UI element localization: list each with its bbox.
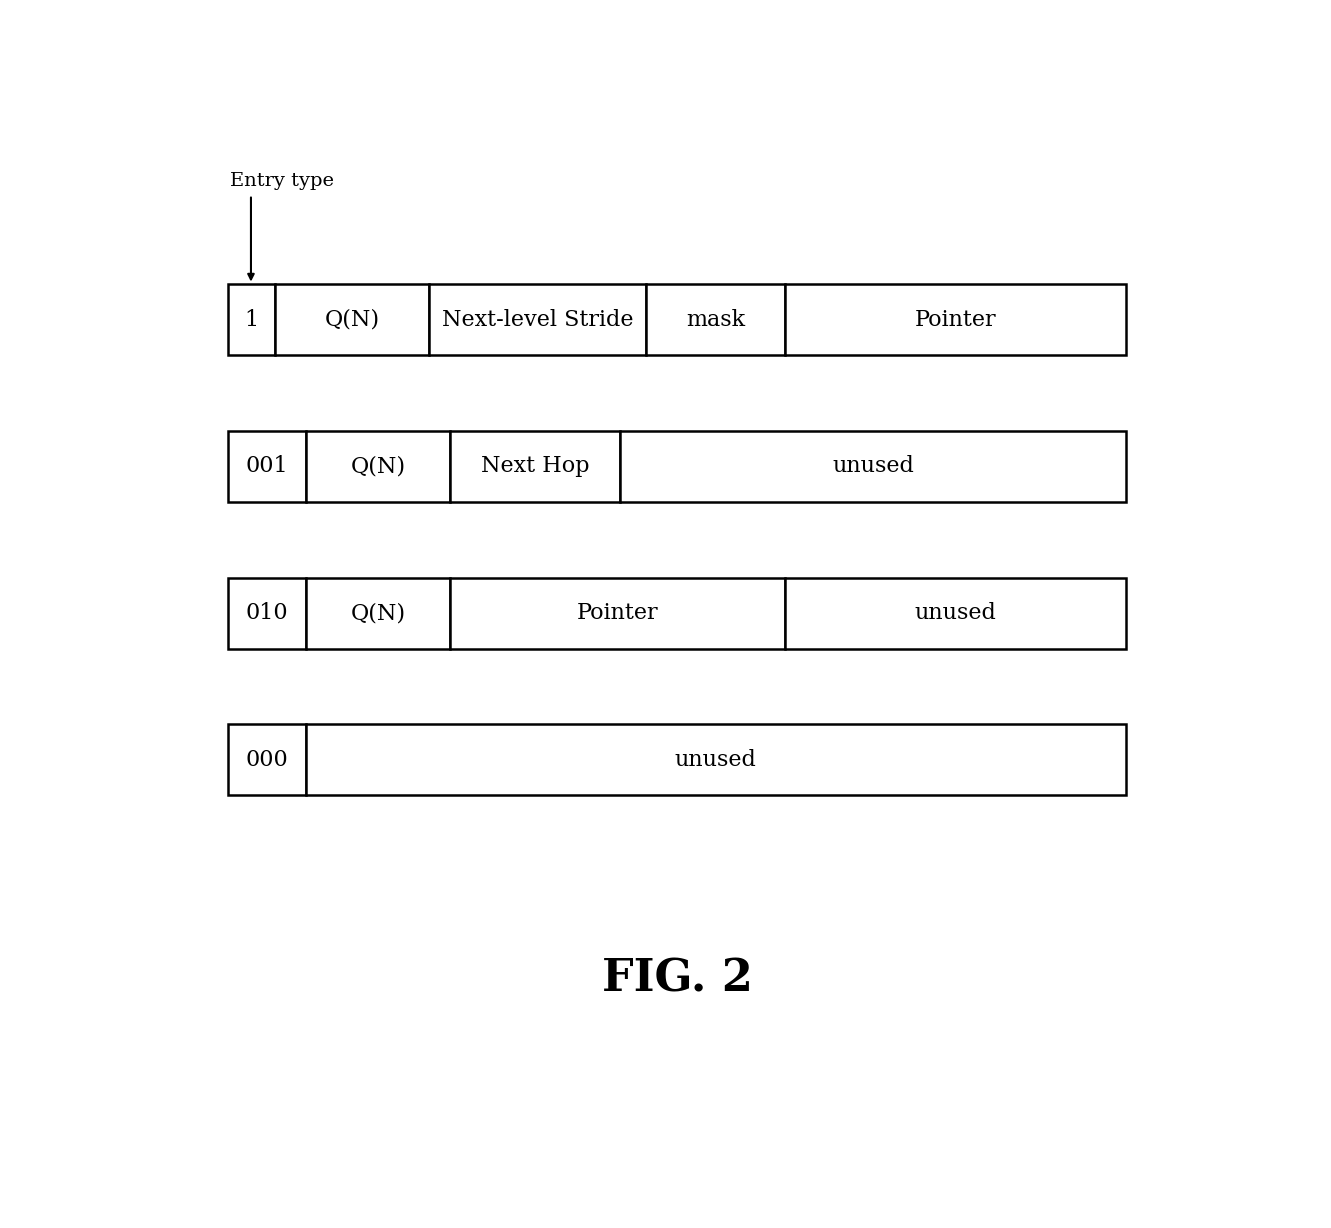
Bar xyxy=(229,431,306,502)
Bar xyxy=(646,285,785,355)
Text: Next Hop: Next Hop xyxy=(480,456,590,478)
Text: unused: unused xyxy=(914,602,997,624)
Text: Pointer: Pointer xyxy=(576,602,659,624)
Text: 000: 000 xyxy=(246,749,289,771)
Text: Q(N): Q(N) xyxy=(350,456,406,478)
Bar xyxy=(306,725,1126,795)
Text: unused: unused xyxy=(832,456,914,478)
Text: mask: mask xyxy=(685,309,745,330)
Bar xyxy=(450,577,785,648)
Bar xyxy=(229,285,274,355)
Bar xyxy=(229,577,306,648)
Bar xyxy=(229,725,306,795)
Text: 001: 001 xyxy=(246,456,289,478)
Text: FIG. 2: FIG. 2 xyxy=(602,958,752,1001)
Text: Q(N): Q(N) xyxy=(325,309,379,330)
Bar xyxy=(430,285,646,355)
Bar xyxy=(274,285,430,355)
Bar xyxy=(306,431,450,502)
Text: Entry type: Entry type xyxy=(230,172,334,190)
Bar xyxy=(785,285,1126,355)
Text: Q(N): Q(N) xyxy=(350,602,406,624)
Bar xyxy=(785,577,1126,648)
Text: unused: unused xyxy=(675,749,756,771)
Text: Pointer: Pointer xyxy=(914,309,997,330)
Bar xyxy=(620,431,1126,502)
Text: 010: 010 xyxy=(246,602,289,624)
Text: 1: 1 xyxy=(245,309,258,330)
Bar xyxy=(450,431,620,502)
Text: Next-level Stride: Next-level Stride xyxy=(442,309,634,330)
Bar xyxy=(306,577,450,648)
